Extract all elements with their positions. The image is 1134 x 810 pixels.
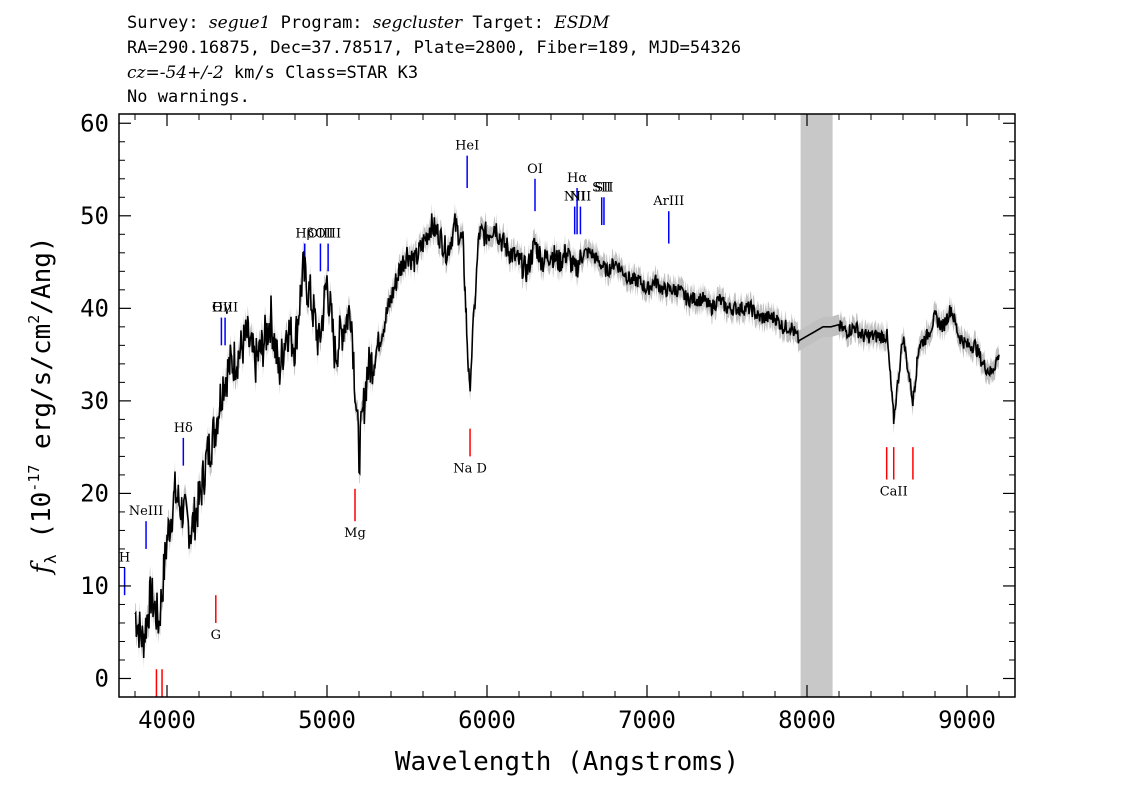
x-tick-label-4: 8000 [778,706,836,734]
y-axis-label-exponent-2: 2 [25,315,43,324]
absorption-line-label-6: CaII [880,485,908,500]
cz-suffix: km/s Class=STAR K3 [223,63,419,83]
header-line-1: Survey: segue1 Program: segcluster Targe… [127,12,609,34]
y-tick-label-3: 30 [80,387,109,415]
x-tick-label-1: 5000 [298,706,356,734]
x-axis-label: Wavelength (Angstroms) [395,747,739,777]
emission-line-label-9: OI [527,162,543,177]
program-value: segcluster [372,13,463,33]
spectral-line-marker-layer: HNeIIIHδHγOIIIHβOIIIOIIIHeIOINIIHαNIISII… [119,139,914,697]
survey-label: Survey: [127,13,199,33]
header-line-2: RA=290.16875, Dec=37.78517, Plate=2800, … [127,38,742,58]
y-axis-label-part2: erg/s/cm [27,324,57,465]
absorption-line-label-2: G [211,628,221,643]
absorption-line-label-3: Mg [344,526,366,541]
y-tick-label-0: 0 [95,664,109,692]
cz-value: -54+/-2 [159,63,224,83]
y-axis-label-subscript: λ [41,554,60,564]
spectrum-layer [134,213,1000,659]
emission-line-label-2: Hδ [174,421,193,436]
x-tick-label-2: 6000 [458,706,516,734]
emission-line-label-10: NII [564,190,586,205]
emission-line-label-3: Hγ [212,301,231,316]
y-tick-label-2: 20 [80,479,109,507]
spectrum-line [134,213,1000,659]
emission-line-label-12: NII [570,190,592,205]
y-axis-label-part3: /Ang) [27,236,57,314]
header-line-4: No warnings. [127,87,250,107]
plot-frame [118,113,1016,698]
emission-line-label-5: Hβ [295,227,314,242]
error-band-layer [135,203,999,669]
emission-line-label-15: ArIII [652,194,684,209]
error-band [135,203,999,669]
emission-line-label-7: OIII [315,227,341,242]
absorption-line-label-4: Na D [453,461,487,476]
emission-line-label-6: OIII [307,227,333,242]
program-label: Program: [280,13,363,33]
axis-ticks-layer: 4000 5000 6000 7000 8000 9000 0 10 20 30 40 50 60 [80,109,1015,734]
emission-line-label-4: OIII [212,301,238,316]
masked-region [800,114,833,697]
masked-region-layer [800,114,833,697]
x-tick-label-5: 9000 [938,706,996,734]
survey-value: segue1 [208,13,271,33]
y-tick-label-4: 40 [80,294,109,322]
emission-line-label-1: NeIII [129,504,163,519]
y-axis-label: fλ (10-17 erg/s/cm2/Ang) [25,236,60,575]
y-tick-label-1: 10 [80,572,109,600]
y-axis-label-exponent: -17 [25,465,43,492]
emission-line-label-13: SII [592,180,611,195]
header-line-3: cz=-54+/-2 km/s Class=STAR K3 [127,62,418,84]
x-tick-label-3: 7000 [618,706,676,734]
emission-line-label-0: H [119,550,130,565]
emission-line-label-8: HeI [455,139,479,154]
emission-line-label-11: Hα [567,171,587,186]
y-axis-label-part1: (10 [27,492,57,555]
target-label: Target: [472,13,545,33]
y-tick-label-5: 50 [80,202,109,230]
x-tick-label-0: 4000 [138,706,196,734]
target-value: ESDM [554,13,610,33]
emission-line-label-14: SII [594,180,613,195]
cz-prefix: cz= [127,63,160,83]
y-tick-label-6: 60 [80,109,109,137]
